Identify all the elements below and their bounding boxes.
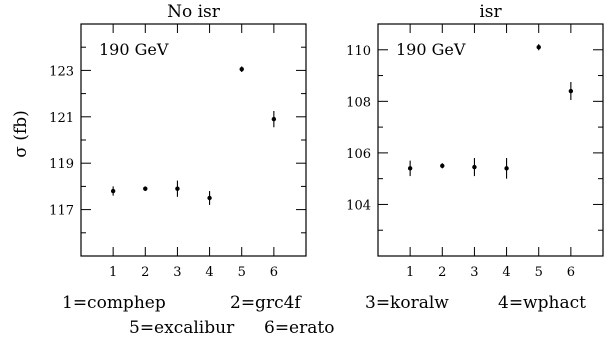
isr-data-point-5 [536, 45, 541, 50]
no-isr-data-point-4 [207, 195, 212, 201]
no-isr-xtick-label-2: 2 [141, 265, 149, 280]
isr-ytick-label-106: 106 [346, 147, 371, 162]
isr-xtick-label-1: 1 [406, 265, 414, 280]
no-isr-energy-annotation: 190 GeV [99, 40, 169, 59]
legend-item-excalibur: 5=excalibur [129, 318, 235, 338]
isr-data-point-3 [472, 164, 477, 170]
no-isr-data-point-2 [143, 186, 148, 191]
no-isr-data-point-6 [271, 116, 277, 122]
no-isr-data-point-1 [110, 188, 116, 194]
no-isr-ytick-label-121: 121 [49, 111, 74, 126]
isr-data-point-2 [440, 163, 445, 168]
no-isr-chart-title: No isr [167, 2, 221, 22]
isr-xtick-label-3: 3 [470, 265, 478, 280]
legend-item-comphep: 1=comphep [62, 293, 166, 313]
no-isr-xtick-label-5: 5 [238, 265, 246, 280]
no-isr-data-point-3 [175, 186, 180, 191]
no-isr-ytick-label-117: 117 [49, 204, 74, 219]
no-isr-ytick-label-123: 123 [49, 64, 74, 79]
isr-data-point-1 [407, 166, 413, 171]
isr-energy-annotation: 190 GeV [396, 40, 466, 59]
legend-item-erato: 6=erato [264, 318, 335, 338]
isr-xtick-label-4: 4 [502, 265, 510, 280]
legend-item-grc4f: 2=grc4f [230, 293, 301, 313]
isr-xtick-label-5: 5 [535, 265, 543, 280]
legend-item-koralw: 3=koralw [365, 293, 449, 313]
isr-xtick-label-6: 6 [567, 265, 575, 280]
no-isr-xtick-label-6: 6 [270, 265, 278, 280]
isr-ytick-label-110: 110 [346, 44, 371, 59]
isr-data-point-6 [568, 88, 574, 94]
no-isr-y-axis-label: σ (fb) [11, 110, 31, 157]
isr-xtick-label-2: 2 [438, 265, 446, 280]
no-isr-xtick-label-4: 4 [205, 265, 213, 280]
isr-chart-title: isr [479, 2, 502, 22]
no-isr-ytick-label-119: 119 [49, 157, 74, 172]
isr-plot-frame [377, 23, 604, 257]
isr-data-point-4 [504, 166, 509, 171]
no-isr-data-point-5 [239, 67, 244, 72]
no-isr-xtick-label-3: 3 [173, 265, 181, 280]
legend-item-wphact: 4=wphact [498, 293, 586, 313]
isr-ytick-label-108: 108 [346, 95, 371, 110]
isr-ytick-label-104: 104 [346, 198, 371, 213]
no-isr-xtick-label-1: 1 [109, 265, 117, 280]
